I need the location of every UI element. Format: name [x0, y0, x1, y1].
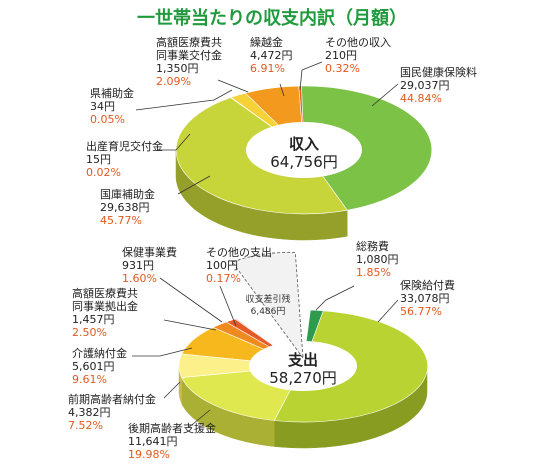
expense-name-5: 高額医療費共 — [72, 286, 138, 300]
expense-leader-7 — [219, 285, 237, 327]
expense-pct-4: 9.61% — [72, 373, 107, 386]
expense-name-2: 後期高齢者支援金 — [128, 421, 216, 435]
income-name-4: 高額医療費共 — [156, 35, 222, 49]
expense-value-0: 1,080円 — [356, 253, 399, 266]
slice-0 — [301, 85, 433, 211]
expense-leader-0 — [315, 285, 355, 311]
pie-hole — [249, 341, 357, 391]
expense-leader-4 — [132, 347, 193, 357]
expense-name-5: 同事業拠出金 — [72, 299, 138, 313]
balance-name: 収支差引残 — [245, 293, 290, 305]
income-value-1: 29,638円 — [100, 201, 150, 214]
income-pct-1: 45.77% — [100, 214, 142, 227]
center-value: 64,756円 — [270, 153, 338, 171]
income-leader-1 — [177, 175, 211, 195]
income-leader-0 — [371, 83, 399, 107]
expense-name-3: 前期高齢者納付金 — [68, 392, 156, 406]
expense-name-1: 保険給付費 — [400, 278, 455, 292]
expense-value-5: 1,457円 — [72, 313, 115, 326]
center-value: 58,270円 — [269, 369, 337, 387]
balance-value: 6,486円 — [251, 306, 286, 317]
expense-value-3: 4,382円 — [68, 406, 111, 419]
center-label: 支出 — [287, 351, 318, 369]
income-pct-6: 0.32% — [325, 62, 360, 75]
income-pct-0: 44.84% — [400, 92, 442, 105]
income-value-2: 15円 — [86, 153, 111, 166]
income-value-3: 34円 — [90, 100, 115, 113]
income-name-6: その他の収入 — [325, 36, 391, 49]
expense-name-0: 総務費 — [356, 239, 389, 253]
income-pct-4: 2.09% — [156, 75, 191, 88]
income-pct-2: 0.02% — [86, 166, 121, 179]
income-name-3: 県補助金 — [90, 86, 134, 100]
income-name-1: 国庫補助金 — [100, 187, 155, 201]
expense-value-2: 11,641円 — [128, 435, 178, 448]
center-label: 収入 — [289, 135, 319, 153]
expense-leader-1 — [377, 299, 399, 323]
income-pct-5: 6.91% — [250, 62, 285, 75]
income-name-4: 同事業交付金 — [156, 48, 222, 62]
expense-pct-2: 19.98% — [128, 448, 170, 461]
income-name-2: 出産育児交付金 — [86, 139, 163, 153]
expense-leader-2 — [187, 409, 211, 429]
expense-value-7: 100円 — [206, 259, 238, 272]
income-name-0: 国民健康保険料 — [400, 65, 477, 79]
expense-value-6: 931円 — [122, 259, 154, 272]
income-leader-4 — [217, 79, 249, 93]
expense-name-4: 介護納付金 — [72, 346, 127, 360]
income-pct-3: 0.05% — [90, 113, 125, 126]
income-value-4: 1,350円 — [156, 62, 199, 75]
income-value-5: 4,472円 — [250, 49, 293, 62]
pie-hole — [246, 122, 362, 178]
expense-pct-6: 1.60% — [122, 272, 157, 285]
expense-leader-6 — [159, 277, 223, 323]
expense-value-1: 33,078円 — [400, 292, 450, 305]
expense-pct-7: 0.17% — [206, 272, 241, 285]
balance-wedge — [231, 252, 304, 360]
expense-value-4: 5,601円 — [72, 360, 115, 373]
expense-pct-3: 7.52% — [68, 419, 103, 432]
expense-leader-3 — [163, 381, 181, 399]
expense-name-6: 保健事業費 — [122, 245, 177, 259]
income-leader-5 — [279, 83, 285, 97]
income-value-0: 29,037円 — [400, 79, 450, 92]
expense-name-7: その他の支出 — [206, 245, 272, 259]
chart-title: 一世帯当たりの収支内訳（月額） — [137, 7, 407, 29]
income-name-5: 繰越金 — [250, 35, 283, 49]
income-value-6: 210円 — [325, 49, 357, 62]
expense-pct-1: 56.77% — [400, 305, 442, 318]
expense-pct-5: 2.50% — [72, 326, 107, 339]
income-leader-3 — [135, 89, 233, 111]
income-leader-2 — [158, 133, 191, 151]
income-leader-6 — [299, 61, 323, 91]
expense-pct-0: 1.85% — [356, 266, 391, 279]
expense-leader-5 — [163, 319, 217, 331]
